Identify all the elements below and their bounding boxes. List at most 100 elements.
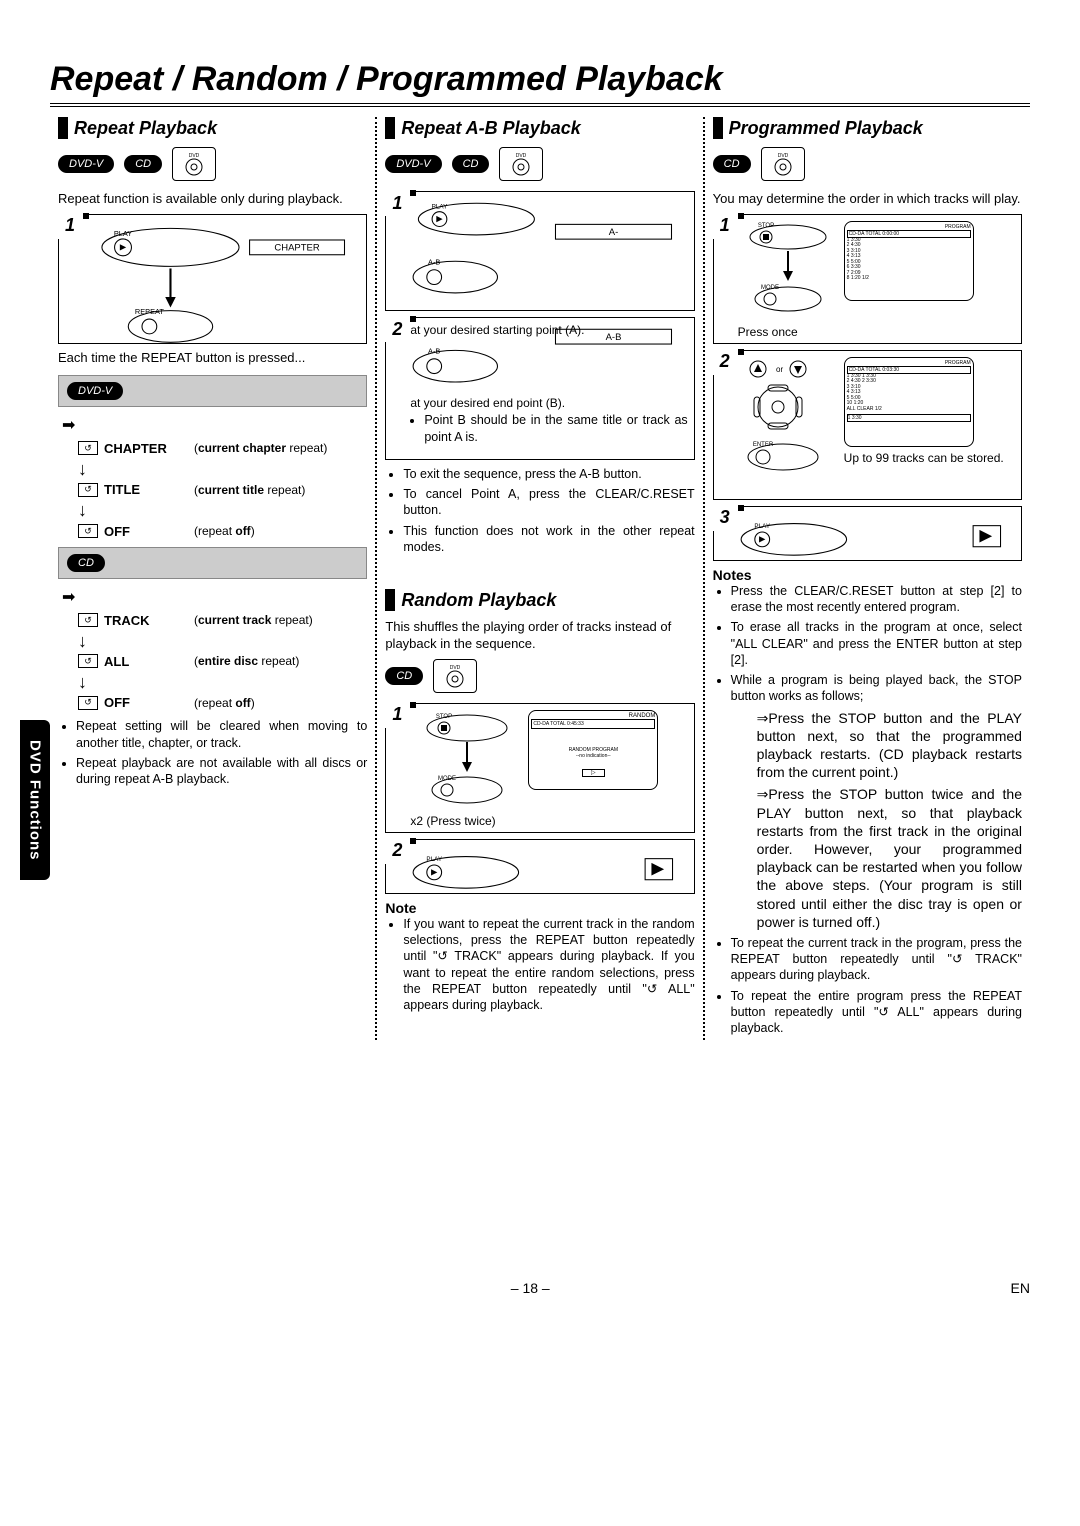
note-item: Repeat playback are not available with a… bbox=[76, 755, 367, 788]
intro-text: This shuffles the playing order of track… bbox=[385, 619, 694, 653]
step-number: 1 bbox=[384, 190, 410, 216]
ab-diagram-1: PLAY A- A-B bbox=[392, 198, 687, 314]
step-1-box: 1 PLAY CHAPTER REPEAT bbox=[58, 214, 367, 344]
page-title: Repeat / Random / Programmed Playback bbox=[50, 60, 1030, 107]
section-title: Random Playback bbox=[401, 590, 556, 611]
tv-screen: RANDOM CD-DA TOTAL 0:45:33 RANDOM PROGRA… bbox=[528, 710, 658, 790]
remote-icon: DVD bbox=[761, 147, 805, 181]
intro-text: Repeat function is available only during… bbox=[58, 191, 367, 208]
note-item: Press the CLEAR/C.RESET button at step [… bbox=[731, 583, 1022, 616]
dvd-badge: DVD-V bbox=[58, 155, 114, 173]
repeat-icon: ↺ bbox=[78, 696, 98, 710]
svg-text:ENTER: ENTER bbox=[752, 442, 773, 448]
step-number: 1 bbox=[712, 213, 738, 239]
section-title: Programmed Playback bbox=[729, 118, 923, 139]
cd-badge-2: CD bbox=[67, 554, 105, 572]
random-step-1: 1 STOP MODE RANDOM CD-DA TOTAL 0:45:33 bbox=[385, 703, 694, 833]
random-step-2: 2 PLAY bbox=[385, 839, 694, 894]
repeat-row: ↺CHAPTER (current chapter repeat) bbox=[78, 441, 367, 456]
ab-diagram-2: A-B A-B bbox=[392, 324, 687, 387]
cd-badge: CD bbox=[385, 667, 423, 685]
page-number: – 18 – bbox=[511, 1280, 550, 1296]
repeat-row: ↺OFF (repeat off) bbox=[78, 524, 367, 539]
step-2-box: 2 A-B A-B at your desired end point (B).… bbox=[385, 317, 694, 460]
svg-text:PLAY: PLAY bbox=[754, 523, 770, 530]
step-1-box: 1 PLAY A- A-B at your desired starting p… bbox=[385, 191, 694, 311]
bullet: Point B should be in the same title or t… bbox=[424, 412, 687, 445]
step-number: 2 bbox=[712, 349, 738, 375]
prog-step-2: 2 or ENTER bbox=[713, 350, 1022, 500]
col-repeat: Repeat Playback DVD-V CD DVD Repeat func… bbox=[50, 117, 377, 1040]
svg-text:A-B: A-B bbox=[606, 332, 622, 343]
bullet: To cancel Point A, press the CLEAR/C.RES… bbox=[403, 486, 694, 519]
remote-diagram: PLAY CHAPTER REPEAT bbox=[65, 221, 360, 348]
nav-diagram: or ENTER bbox=[738, 357, 838, 477]
svg-text:DVD: DVD bbox=[450, 665, 461, 671]
repeat-row: ↺TITLE (current title repeat) bbox=[78, 482, 367, 497]
caption: x2 (Press twice) bbox=[410, 814, 687, 828]
repeat-icon: ↺ bbox=[78, 654, 98, 668]
step-number: 1 bbox=[57, 213, 83, 239]
after-step-text: Each time the REPEAT button is pressed..… bbox=[58, 350, 367, 367]
repeat-icon: ↺ bbox=[78, 613, 98, 627]
tv-screen: PROGRAM CD-DA TOTAL 0:00:00 1 3:30 2 4:3… bbox=[844, 221, 974, 301]
repeat-row: ↺OFF (repeat off) bbox=[78, 695, 367, 710]
repeat-icon: ↺ bbox=[78, 524, 98, 538]
bullet: This function does not work in the other… bbox=[403, 523, 694, 556]
dvd-badge-2: DVD-V bbox=[67, 382, 123, 400]
remote-icon: DVD bbox=[499, 147, 543, 181]
bullet: To exit the sequence, press the A-B butt… bbox=[403, 466, 694, 482]
section-title: Repeat Playback bbox=[74, 118, 217, 139]
repeat-icon: ↺ bbox=[78, 483, 98, 497]
note-item: Repeat setting will be cleared when movi… bbox=[76, 718, 367, 751]
note-item: If you want to repeat the current track … bbox=[403, 916, 694, 1014]
cd-badge: CD bbox=[713, 155, 751, 173]
svg-text:DVD: DVD bbox=[777, 153, 788, 159]
cd-badge: CD bbox=[124, 155, 162, 173]
svg-text:PLAY: PLAY bbox=[114, 229, 132, 238]
dvd-grey-box: DVD-V bbox=[58, 375, 367, 407]
lang-code: EN bbox=[1011, 1280, 1030, 1296]
svg-text:A-B: A-B bbox=[428, 257, 440, 266]
remote-diagram: PLAY bbox=[720, 513, 1015, 560]
step-number: 3 bbox=[712, 505, 738, 531]
section-title: Repeat A-B Playback bbox=[401, 118, 580, 139]
svg-text:PLAY: PLAY bbox=[432, 204, 448, 211]
side-tab: DVD Functions bbox=[20, 720, 50, 880]
caption: at your desired end point (B). bbox=[410, 396, 687, 410]
svg-text:REPEAT: REPEAT bbox=[135, 307, 164, 316]
notes-heading: Notes bbox=[713, 567, 1022, 583]
caption: Press once bbox=[738, 325, 1015, 339]
step-number: 2 bbox=[384, 316, 410, 342]
remote-icon: DVD bbox=[172, 147, 216, 181]
remote-diagram: STOP MODE bbox=[412, 710, 522, 810]
repeat-row: ↺ALL (entire disc repeat) bbox=[78, 654, 367, 669]
cd-grey-box: CD bbox=[58, 547, 367, 579]
sub-note: ⇒Press the STOP button and the PLAY butt… bbox=[757, 709, 1022, 782]
note-item: To repeat the entire program press the R… bbox=[731, 988, 1022, 1037]
col-ab-random: Repeat A-B Playback DVD-V CD DVD 1 PLAY … bbox=[377, 117, 704, 1040]
svg-text:PLAY: PLAY bbox=[427, 856, 443, 863]
tv-screen: PROGRAM CD-DA TOTAL 0:03:30 1 3:30 1 3:3… bbox=[844, 357, 974, 447]
svg-text:STOP: STOP bbox=[758, 223, 774, 229]
svg-text:DVD: DVD bbox=[189, 153, 200, 159]
step-number: 2 bbox=[384, 838, 410, 864]
svg-text:A-: A- bbox=[609, 227, 618, 238]
svg-text:A-B: A-B bbox=[428, 347, 440, 356]
dvd-badge: DVD-V bbox=[385, 155, 441, 173]
sub-note: ⇒Press the STOP button twice and the PLA… bbox=[757, 785, 1022, 931]
note-item: While a program is being played back, th… bbox=[731, 672, 1022, 705]
cd-badge: CD bbox=[452, 155, 490, 173]
repeat-row: ↺TRACK (current track repeat) bbox=[78, 613, 367, 628]
svg-text:STOP: STOP bbox=[436, 714, 452, 720]
svg-text:CHAPTER: CHAPTER bbox=[274, 242, 319, 253]
intro-text: You may determine the order in which tra… bbox=[713, 191, 1022, 208]
remote-diagram: PLAY bbox=[392, 846, 687, 893]
svg-text:MODE: MODE bbox=[761, 285, 779, 291]
prog-step-3: 3 PLAY bbox=[713, 506, 1022, 561]
prog-step-1: 1 STOP MODE PROGRAM CD-DA TOTAL 0:00:00 bbox=[713, 214, 1022, 344]
note-item: To erase all tracks in the program at on… bbox=[731, 619, 1022, 668]
svg-text:MODE: MODE bbox=[438, 776, 456, 782]
remote-diagram: STOP MODE bbox=[738, 221, 838, 321]
col-programmed: Programmed Playback CD DVD You may deter… bbox=[705, 117, 1030, 1040]
